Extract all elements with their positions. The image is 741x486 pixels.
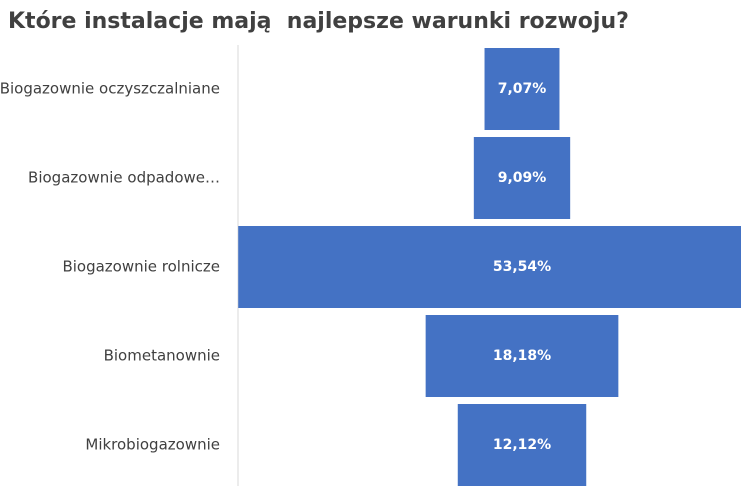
bar	[473, 137, 571, 219]
bar	[238, 226, 741, 308]
value-label: 7,07%	[498, 81, 547, 97]
bar	[457, 404, 587, 486]
value-label: 18,18%	[493, 348, 551, 364]
category-label: Biogazownie oczyszczalniane	[0, 80, 220, 98]
bar	[484, 48, 560, 130]
chart-title: Które instalacje mają najlepsze warunki …	[8, 9, 629, 34]
category-label: Biogazownie odpadowe…	[28, 169, 220, 187]
category-label: Biometanownie	[104, 347, 220, 365]
category-label: Mikrobiogazownie	[85, 436, 220, 454]
value-label: 12,12%	[493, 437, 551, 453]
value-label: 53,54%	[493, 259, 551, 275]
value-label: 9,09%	[498, 170, 547, 186]
bar	[425, 315, 619, 397]
category-label: Biogazownie rolnicze	[62, 258, 220, 276]
